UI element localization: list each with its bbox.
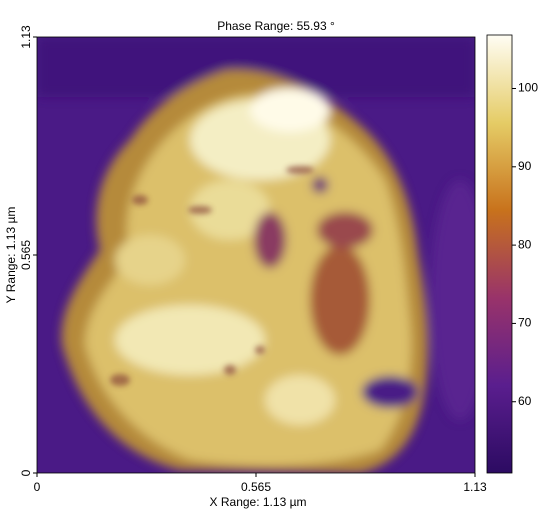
x-tick-label: 0 [34,480,41,494]
chart-title: Phase Range: 55.93 ° [217,19,335,33]
y-tick-label: 0 [19,469,33,476]
colorbar-tick-label: 80 [518,237,532,251]
y-tick-label: 0.565 [19,240,33,270]
x-axis-label: X Range: 1.13 µm [210,495,307,509]
phase-image [37,37,475,473]
x-tick-label: 1.13 [463,480,487,494]
colorbar-tick-label: 70 [518,316,532,330]
colorbar [486,34,513,474]
colorbar-tick-label: 60 [518,394,532,408]
colorbar-tick-label: 100 [518,81,538,95]
x-tick-label: 0.565 [241,480,271,494]
y-tick-label: 1.13 [19,25,33,49]
colorbar-tick-label: 90 [518,159,532,173]
y-axis-label: Y Range: 1.13 µm [4,207,18,304]
